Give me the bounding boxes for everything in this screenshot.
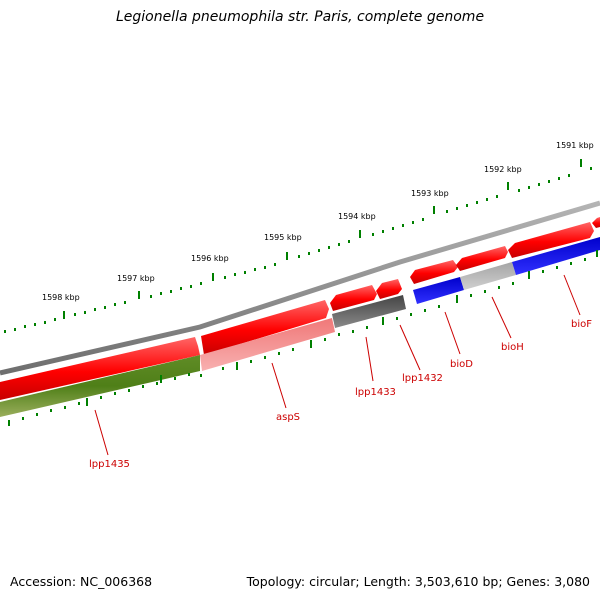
gene-label-asps: aspS [276,412,300,423]
scale-label-1592-kbp: 1592 kbp [484,165,522,174]
leader-line-lpp1435 [94,409,109,456]
leader-line-lpp1433 [365,336,374,382]
cds-arrow [201,300,329,355]
map-title: Legionella pneumophila str. Paris, compl… [115,9,485,25]
cds-strand-track [0,217,600,400]
position-ticks [4,159,592,333]
gene-bar-asps [200,318,335,371]
genome-backbone [0,200,600,376]
scale-label-1597-kbp: 1597 kbp [117,274,155,283]
cds-arrow [592,217,600,228]
gene-label-lpp1433: lpp1433 [355,387,396,398]
cds-arrow [410,260,458,284]
scale-label-1595-kbp: 1595 kbp [264,233,302,242]
gene-label-leaders [94,274,581,456]
gene-bar-lpp1433 [332,295,406,328]
scale-label-1596-kbp: 1596 kbp [191,254,229,263]
cds-arrow [330,285,377,311]
accession-text: Accession: NC_006368 [10,574,153,589]
scale-label-1598-kbp: 1598 kbp [42,293,80,302]
gene-label-bioh: bioH [501,342,524,353]
gene-strand-track [0,237,600,417]
cds-arrow [376,279,402,299]
gene-label-biof: bioF [571,319,592,330]
cds-arrow [0,337,200,400]
inner-ticks [8,250,598,426]
gene-label-biod: bioD [450,359,473,370]
gene-bar-lpp1435 [0,355,200,417]
cds-arrow [508,222,594,258]
scale-label-1594-kbp: 1594 kbp [338,212,376,221]
gene-bar-biof [512,237,600,275]
cds-arrow [456,246,508,271]
leader-line-bioh [491,296,512,339]
gene-label-lpp1432: lpp1432 [402,373,443,384]
leader-line-biof [563,274,581,316]
genome-summary-text: Topology: circular; Length: 3,503,610 bp… [246,574,590,589]
gene-label-lpp1435: lpp1435 [89,459,130,470]
gene-bar-bioh [460,262,516,290]
scale-label-1591-kbp: 1591 kbp [556,141,594,150]
gene-bar-biod [413,277,464,304]
leader-line-asps [271,362,287,409]
scale-label-1593-kbp: 1593 kbp [411,189,449,198]
leader-line-lpp1432 [399,324,421,371]
leader-line-biod [444,311,461,355]
